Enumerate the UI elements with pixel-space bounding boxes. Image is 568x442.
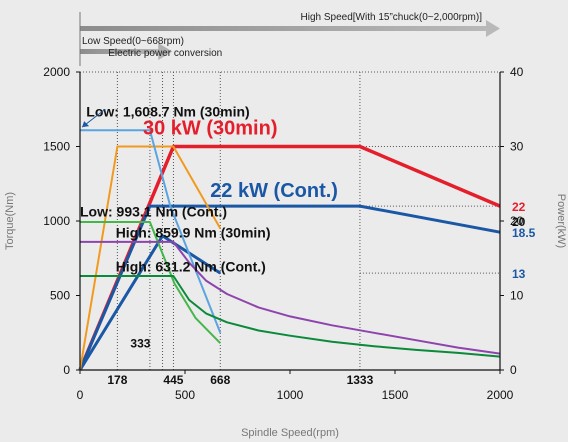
series-line-3 bbox=[79, 145, 222, 371]
range-arrowhead-low bbox=[158, 43, 173, 60]
annotation-3: Low: 993.1 Nm (Cont.) bbox=[80, 204, 227, 220]
series-line-4 bbox=[80, 129, 222, 334]
y-right-tick-label: 10 bbox=[510, 289, 524, 303]
series-line-1 bbox=[78, 204, 501, 371]
right-value-label-3: 13 bbox=[512, 267, 526, 281]
x-tick-label: 1500 bbox=[382, 388, 409, 402]
right-value-label-0: 22 bbox=[512, 200, 526, 214]
x-tick-label: 0 bbox=[77, 388, 84, 402]
x-special-tick-label: 668 bbox=[210, 373, 230, 387]
y-left-tick-label: 1500 bbox=[43, 140, 70, 154]
annotation-6: 333 bbox=[130, 337, 150, 351]
annotation-0: Low: 1,608.7 Nm (30min) bbox=[86, 104, 249, 120]
y-right-tick-label: 20 bbox=[510, 214, 524, 228]
y-left-tick-label: 2000 bbox=[43, 65, 70, 79]
y-right-tick-label: 30 bbox=[510, 140, 524, 154]
series-line-2 bbox=[78, 234, 222, 371]
range-bar-low bbox=[80, 49, 161, 54]
series-line-6 bbox=[80, 240, 501, 355]
annotation-pointer-head bbox=[82, 121, 90, 128]
y-left-tick-label: 1000 bbox=[43, 214, 70, 228]
range-arrowhead-high bbox=[486, 20, 500, 37]
y-axis-title-right: Power(kW) bbox=[555, 194, 567, 248]
axes: 0 500 1000 1500 2000 0 10 20 30 40 0 500 1000 1500 200… bbox=[4, 65, 567, 439]
x-special-tick-label: 178 bbox=[107, 373, 127, 387]
y-right-tick-label: 0 bbox=[510, 363, 517, 377]
series-lines bbox=[78, 129, 501, 371]
y-left-tick-label: 500 bbox=[50, 289, 70, 303]
right-value-label-1: 20 bbox=[512, 215, 526, 229]
y-right-tick-label: 40 bbox=[510, 65, 524, 79]
reference-lines bbox=[80, 71, 500, 370]
range-label-high: High Speed[With 15”chuck(0~2,000rpm)] bbox=[301, 12, 483, 23]
range-label-low: Low Speed(0~668rpm) bbox=[82, 36, 184, 47]
annotation-4: High: 859.9 Nm (30min) bbox=[116, 224, 271, 240]
series-line-7 bbox=[80, 275, 501, 358]
x-tick-label: 2000 bbox=[487, 388, 514, 402]
annotation-1: 30 kW (30min) bbox=[143, 118, 277, 140]
y-axis-title-left: Torque(Nm) bbox=[4, 192, 16, 250]
x-axis-title: Spindle Speed(rpm) bbox=[241, 427, 339, 439]
annotations: Low: 1,608.7 Nm (30min)30 kW (30min) 22 k… bbox=[80, 104, 536, 351]
range-bar-high bbox=[80, 26, 488, 31]
x-special-tick-label: 1333 bbox=[347, 373, 374, 387]
x-tick-label: 1000 bbox=[277, 388, 304, 402]
x-tick-label: 500 bbox=[175, 388, 195, 402]
x-special-tick-label: 445 bbox=[163, 373, 183, 387]
speed-range-arrows: High Speed[With 15”chuck(0~2,000rpm)] Low… bbox=[79, 12, 500, 66]
right-value-label-2: 18.5 bbox=[512, 226, 536, 240]
range-label-conversion: Electric power conversion bbox=[108, 48, 222, 59]
series-line-5 bbox=[80, 221, 222, 344]
y-left-tick-label: 0 bbox=[63, 363, 70, 377]
annotation-2: 22 kW (Cont.) bbox=[210, 180, 338, 202]
annotation-5: High: 631.2 Nm (Cont.) bbox=[116, 259, 266, 275]
